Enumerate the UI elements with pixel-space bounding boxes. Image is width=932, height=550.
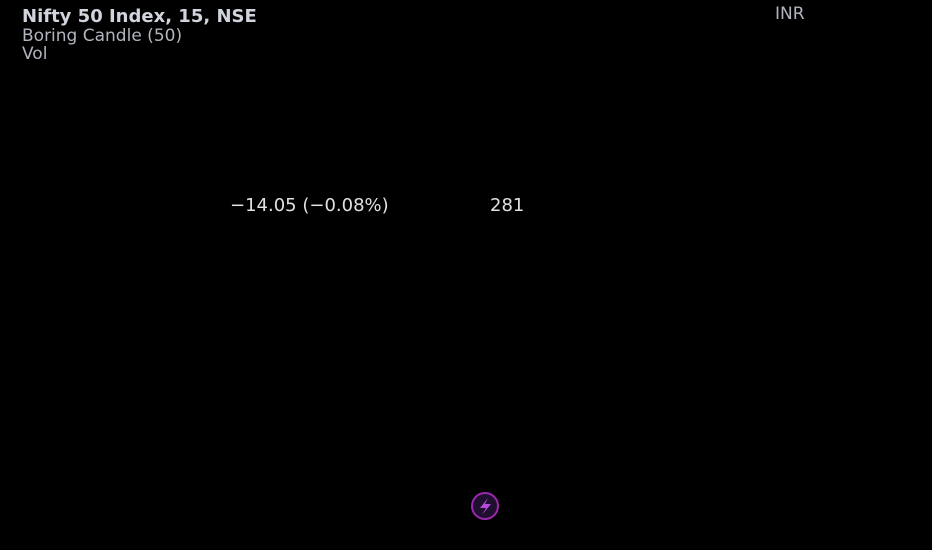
lightning (480, 498, 491, 515)
change-label: −14.05 (−0.08%) (230, 195, 389, 216)
currency-label: INR (775, 4, 805, 24)
volume-value: 281 (490, 195, 524, 216)
indicator-label[interactable]: Boring Candle (50) (22, 26, 182, 46)
indicator-label[interactable]: Vol (22, 44, 47, 64)
chart-title: Nifty 50 Index, 15, NSE (22, 6, 257, 27)
